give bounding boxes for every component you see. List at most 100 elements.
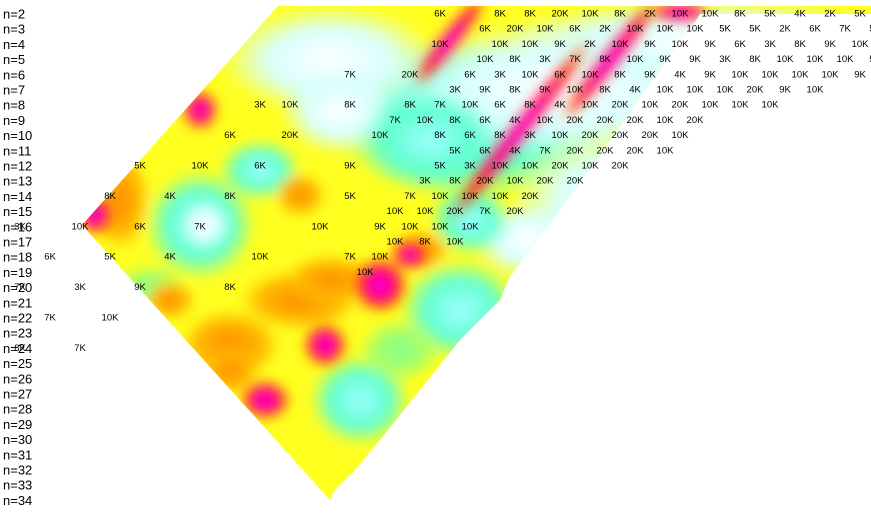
- cell-value-label: 3K: [524, 130, 536, 141]
- cell-value-label: 20K: [477, 176, 495, 187]
- cell-value-label: 8K: [449, 115, 461, 126]
- cell-value-label: 20K: [597, 145, 615, 156]
- cell-value-label: 7K: [569, 54, 581, 65]
- cell-value-label: 5K: [869, 54, 871, 65]
- row-label: n=18: [3, 250, 32, 265]
- cell-value-label: 9K: [704, 39, 716, 50]
- cell-value-label: 20K: [612, 161, 630, 172]
- cell-value-label: 10K: [717, 85, 735, 96]
- cell-value-label: 10K: [822, 69, 840, 80]
- cell-value-label: 20K: [522, 191, 540, 202]
- row-label: n=26: [3, 371, 32, 386]
- cell-value-label: 5K: [104, 252, 116, 263]
- cell-value-label: 10K: [522, 39, 540, 50]
- cell-value-label: 10K: [582, 9, 600, 20]
- row-label: n=15: [3, 204, 32, 219]
- row-label: n=16: [3, 219, 32, 234]
- row-label: n=29: [3, 417, 32, 432]
- cell-value-label: 20K: [672, 100, 690, 111]
- cell-value-label: 10K: [432, 221, 450, 232]
- cell-value-label: 6K: [569, 24, 581, 35]
- cell-value-label: 9K: [659, 54, 671, 65]
- row-label: n=9: [3, 113, 25, 128]
- row-label: n=19: [3, 265, 32, 280]
- row-label: n=8: [3, 98, 25, 113]
- cell-value-label: 10K: [357, 267, 375, 278]
- row-label: n=33: [3, 478, 32, 493]
- cell-value-label: 4K: [164, 252, 176, 263]
- cell-value-label: 10K: [702, 9, 720, 20]
- cell-value-label: 9K: [824, 39, 836, 50]
- cell-value-label: 7K: [479, 206, 491, 217]
- row-label: n=34: [3, 493, 32, 508]
- cell-value-label: 20K: [552, 161, 570, 172]
- cell-value-label: 10K: [657, 85, 675, 96]
- cell-value-label: 2K: [644, 9, 656, 20]
- cell-value-label: 8K: [449, 176, 461, 187]
- cell-value-label: 10K: [492, 191, 510, 202]
- cell-value-label: 10K: [762, 69, 780, 80]
- cell-value-label: 6K: [479, 24, 491, 35]
- cell-value-label: 10K: [702, 100, 720, 111]
- cell-value-label: 6K: [734, 39, 746, 50]
- cell-value-label: 10K: [807, 54, 825, 65]
- cell-value-label: 8K: [524, 100, 536, 111]
- cell-value-label: 10K: [387, 237, 405, 248]
- cell-value-label: 2K: [599, 24, 611, 35]
- cell-value-label: 8K: [509, 85, 521, 96]
- row-label: n=24: [3, 341, 32, 356]
- cell-value-label: 5K: [449, 145, 461, 156]
- row-label: n=14: [3, 189, 32, 204]
- cell-value-label: 10K: [252, 252, 270, 263]
- cell-value-label: 10K: [387, 206, 405, 217]
- cell-value-label: 6K: [494, 100, 506, 111]
- cell-value-label: 10K: [792, 69, 810, 80]
- cell-value-label: 2K: [584, 39, 596, 50]
- cell-value-label: 5K: [869, 24, 871, 35]
- cell-value-label: 10K: [627, 54, 645, 65]
- cell-value-label: 20K: [567, 145, 585, 156]
- cell-value-label: 10K: [612, 39, 630, 50]
- cell-value-label: 7K: [539, 145, 551, 156]
- cell-value-label: 3K: [539, 54, 551, 65]
- cell-value-label: 10K: [687, 85, 705, 96]
- cell-value-label: 10K: [462, 221, 480, 232]
- cell-value-label: 20K: [612, 130, 630, 141]
- cell-value-label: 20K: [507, 206, 525, 217]
- cell-value-label: 2K: [824, 9, 836, 20]
- cell-value-label: 9K: [854, 69, 866, 80]
- cell-value-label: 10K: [507, 176, 525, 187]
- cell-value-label: 2K: [779, 24, 791, 35]
- cell-value-label: 3K: [494, 69, 506, 80]
- cell-value-label: 20K: [537, 176, 555, 187]
- cell-value-label: 5K: [854, 9, 866, 20]
- cell-value-label: 10K: [837, 54, 855, 65]
- cell-value-label: 10K: [372, 252, 390, 263]
- cell-value-label: 8K: [224, 191, 236, 202]
- cell-value-label: 10K: [567, 85, 585, 96]
- cell-value-label: 20K: [642, 130, 660, 141]
- row-label: n=28: [3, 402, 32, 417]
- cell-value-label: 20K: [507, 24, 525, 35]
- cell-value-label: 5K: [749, 24, 761, 35]
- cell-value-label: 4K: [554, 100, 566, 111]
- row-labels: n=2n=3n=4n=5n=6n=7n=8n=9n=10n=11n=12n=13…: [3, 7, 32, 508]
- cell-value-label: 10K: [672, 39, 690, 50]
- cell-value-label: 20K: [747, 85, 765, 96]
- cell-value-label: 10K: [417, 115, 435, 126]
- cell-value-label: 20K: [627, 145, 645, 156]
- cell-value-label: 8K: [494, 130, 506, 141]
- row-label: n=11: [3, 143, 31, 158]
- row-label: n=23: [3, 326, 32, 341]
- cell-value-label: 6K: [809, 24, 821, 35]
- cell-value-label: 9K: [134, 282, 146, 293]
- cell-value-label: 10K: [492, 161, 510, 172]
- cell-value-label: 8K: [509, 54, 521, 65]
- cell-value-label: 8K: [794, 39, 806, 50]
- cell-value-label: 10K: [72, 221, 90, 232]
- cell-value-label: 10K: [807, 85, 825, 96]
- cell-value-label: 4K: [509, 145, 521, 156]
- cell-value-label: 6K: [479, 145, 491, 156]
- cell-value-label: 8K: [419, 237, 431, 248]
